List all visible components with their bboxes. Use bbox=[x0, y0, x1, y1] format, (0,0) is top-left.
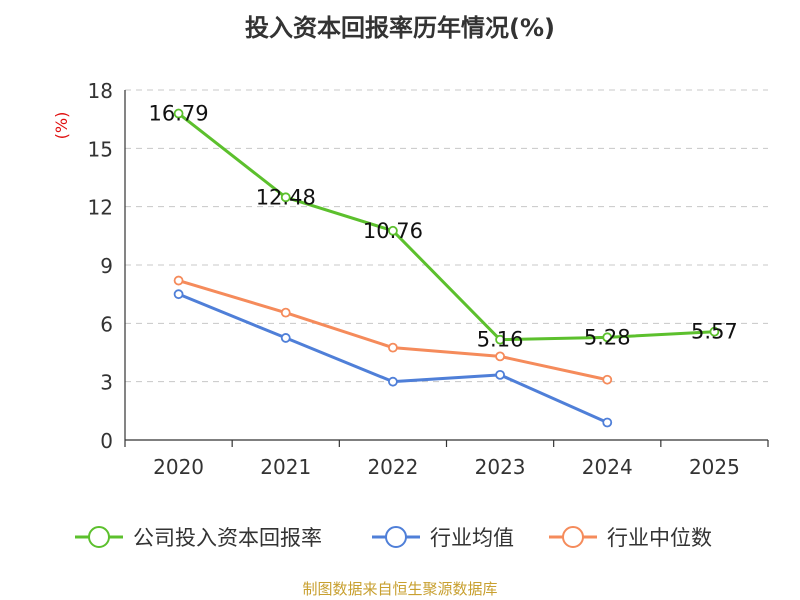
legend-marker bbox=[88, 526, 110, 548]
data-point bbox=[280, 307, 291, 318]
legend-label: 行业均值 bbox=[430, 526, 514, 550]
legend-label: 公司投入资本回报率 bbox=[133, 526, 322, 550]
grid-lines bbox=[125, 89, 768, 383]
legend-marker bbox=[562, 526, 584, 548]
legend-label: 行业中位数 bbox=[607, 526, 712, 550]
y-tick-label: 0 bbox=[100, 429, 113, 453]
data-point bbox=[495, 369, 505, 380]
data-point bbox=[602, 417, 613, 428]
data-point bbox=[495, 334, 505, 345]
data-label: 16.79 bbox=[149, 102, 209, 126]
data-point bbox=[280, 192, 291, 203]
y-tick-label: 18 bbox=[88, 79, 113, 103]
legend: 公司投入资本回报率 行业均值 行业中位数 bbox=[75, 526, 712, 550]
data-point bbox=[495, 351, 505, 362]
data-point bbox=[709, 326, 720, 337]
legend-marker bbox=[385, 526, 407, 548]
x-tick-label: 2024 bbox=[582, 455, 633, 479]
data-label: 5.57 bbox=[691, 320, 738, 344]
data-point bbox=[388, 342, 398, 353]
data-point bbox=[388, 225, 398, 236]
series-layer: 16.79 12.48 10.76 5.16 5.28 5.57 bbox=[149, 102, 738, 428]
data-point bbox=[173, 289, 184, 300]
series-line bbox=[178, 279, 608, 382]
data-point bbox=[602, 332, 613, 343]
x-tick-label: 2023 bbox=[475, 455, 526, 479]
y-axis-label: (%) bbox=[52, 112, 71, 140]
data-label: 12.48 bbox=[256, 185, 316, 209]
data-point bbox=[173, 108, 184, 119]
x-tick-label: 2021 bbox=[260, 455, 311, 479]
data-source: 制图数据来自恒生聚源数据库 bbox=[302, 580, 498, 598]
data-label: 10.76 bbox=[363, 219, 423, 243]
y-tick-label: 6 bbox=[100, 312, 113, 336]
y-tick-label: 12 bbox=[88, 196, 113, 220]
series-line bbox=[178, 292, 608, 424]
x-tick-label: 2020 bbox=[153, 455, 204, 479]
data-point bbox=[173, 275, 184, 286]
axes: 0 3 6 9 12 15 18 (%) 2020 2021 2022 2023 2024 2025 bbox=[52, 79, 769, 479]
data-label: 5.16 bbox=[477, 328, 524, 352]
series-line bbox=[177, 112, 715, 342]
data-label: 5.28 bbox=[584, 325, 631, 349]
y-tick-label: 9 bbox=[100, 254, 113, 278]
data-point bbox=[280, 333, 291, 343]
data-point bbox=[602, 374, 613, 385]
y-tick-label: 15 bbox=[88, 137, 113, 161]
x-tick-label: 2022 bbox=[367, 455, 418, 479]
data-point bbox=[388, 376, 398, 387]
x-tick-label: 2025 bbox=[689, 455, 740, 479]
chart-title: 投入资本回报率历年情况(%) bbox=[245, 14, 555, 42]
y-tick-label: 3 bbox=[100, 371, 113, 395]
